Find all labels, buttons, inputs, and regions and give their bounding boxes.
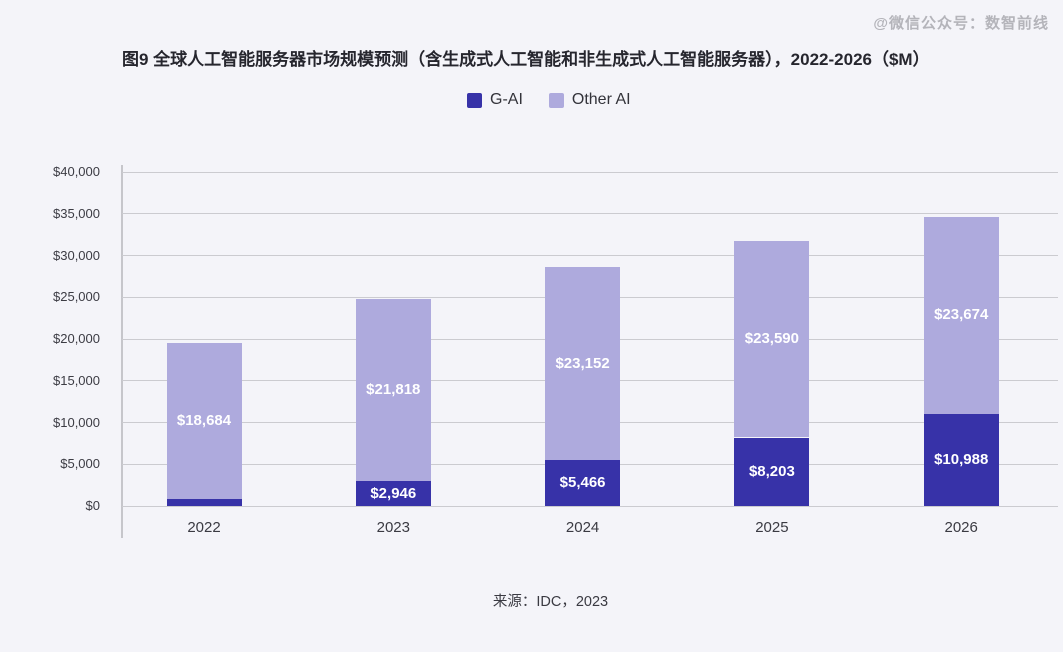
bar-value-label-other-ai-2022: $18,684 bbox=[176, 412, 232, 430]
bar-segment-g-ai-2023 bbox=[355, 481, 431, 506]
gridline-30000 bbox=[122, 255, 1058, 256]
y-axis-tick-label: $25,000 bbox=[53, 289, 100, 305]
y-axis-tick-label: $40,000 bbox=[53, 164, 100, 179]
bar-segment-g-ai-2024 bbox=[545, 460, 621, 506]
gridline-40000 bbox=[122, 171, 1058, 173]
source-note: 来源：IDC，2023 bbox=[492, 594, 609, 610]
bar-value-label-other-ai-2026: $23,674 bbox=[934, 306, 989, 324]
bar-value-label-other-ai-2025: $23,590 bbox=[744, 330, 799, 348]
legend-swatch-other-ai bbox=[548, 92, 564, 108]
bar-segment-other-ai-2024 bbox=[545, 267, 621, 461]
y-axis-tick-label: $20,000 bbox=[53, 331, 100, 346]
bar-value-label-g-ai-2023: $2,946 bbox=[370, 484, 417, 502]
watermark-wechat-account: @微信公众号：数智前线 bbox=[873, 15, 1049, 32]
x-axis-label-2025: 2025 bbox=[755, 519, 789, 536]
bar-segment-g-ai-2025 bbox=[734, 437, 810, 506]
y-axis-tick-label: $15,000 bbox=[53, 372, 100, 388]
y-axis-tick-label: $30,000 bbox=[53, 247, 100, 263]
y-axis-line bbox=[121, 165, 123, 538]
bar-value-label-g-ai-2025: $8,203 bbox=[748, 462, 795, 480]
bar-segment-other-ai-2026 bbox=[923, 216, 999, 415]
chart-title: 图9 全球人工智能服务器市场规模预测（含生成式人工智能和非生成式人工智能服务器）… bbox=[122, 50, 930, 69]
bar-value-label-g-ai-2024: $5,466 bbox=[559, 474, 606, 492]
x-axis-label-2023: 2023 bbox=[376, 519, 410, 536]
legend-item-other-ai: Other AI bbox=[548, 91, 631, 109]
chart-legend: G-AI Other AI bbox=[467, 91, 631, 109]
gridline-0 bbox=[122, 505, 1058, 507]
legend-item-g-ai: G-AI bbox=[467, 91, 523, 109]
bar-segment-other-ai-2022 bbox=[166, 343, 242, 500]
bar-segment-other-ai-2025 bbox=[734, 240, 810, 438]
y-axis-tick-label: $35,000 bbox=[53, 205, 100, 221]
bar-segment-g-ai-2026 bbox=[923, 414, 999, 506]
x-axis-label-2024: 2024 bbox=[565, 519, 600, 536]
gridline-35000 bbox=[122, 213, 1058, 215]
bar-value-label-other-ai-2024: $23,152 bbox=[555, 354, 610, 372]
y-axis-tick-label: $10,000 bbox=[53, 414, 100, 430]
bar-value-label-other-ai-2023: $21,818 bbox=[366, 381, 421, 399]
bar-value-label-g-ai-2026: $10,988 bbox=[934, 451, 989, 469]
bar-segment-other-ai-2023 bbox=[355, 299, 431, 482]
legend-label-g-ai: G-AI bbox=[490, 91, 523, 108]
x-axis-label-2022: 2022 bbox=[187, 519, 221, 536]
bar-segment-g-ai-2022 bbox=[166, 499, 242, 506]
legend-swatch-g-ai bbox=[467, 92, 482, 108]
y-axis-tick-label: $0 bbox=[85, 498, 100, 513]
legend-label-other-ai: Other AI bbox=[571, 91, 631, 108]
x-axis-label-2026: 2026 bbox=[944, 519, 978, 536]
y-axis-tick-label: $5,000 bbox=[60, 456, 100, 472]
